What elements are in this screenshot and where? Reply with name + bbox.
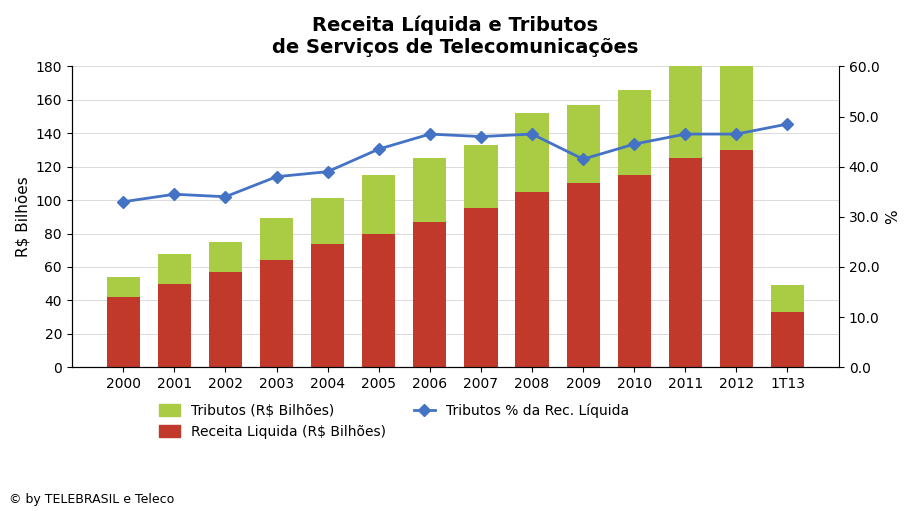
Bar (209, 242, 242, 272)
Bar (414, 158, 447, 222)
Bar (464, 208, 498, 367)
Bar (260, 260, 293, 367)
Tributos % da Rec. Líquida (577, 156, 588, 162)
Tributos % da Rec. Líquida (476, 133, 487, 140)
Y-axis label: %: % (885, 210, 900, 224)
Tributos % da Rec. Líquida (271, 174, 282, 180)
Tributos % da Rec. Líquida (425, 131, 436, 137)
Bar (566, 183, 599, 367)
Bar (362, 234, 395, 367)
Bar (260, 219, 293, 260)
Bar (464, 145, 498, 208)
Title: Receita Líquida e Tributos
de Serviços de Telecomunicações: Receita Líquida e Tributos de Serviços d… (272, 15, 639, 57)
Bar (157, 284, 191, 367)
Bar (618, 90, 651, 175)
Bar (209, 272, 242, 367)
Bar (311, 198, 344, 244)
Y-axis label: R$ Bilhões: R$ Bilhões (15, 176, 30, 257)
Tributos % da Rec. Líquida (680, 131, 691, 137)
Bar (771, 285, 804, 312)
Bar (311, 244, 344, 367)
Bar (107, 297, 140, 367)
Bar (515, 113, 549, 192)
Tributos % da Rec. Líquida (629, 141, 640, 147)
Bar (720, 150, 753, 367)
Tributos % da Rec. Líquida (322, 169, 333, 175)
Bar (720, 66, 753, 150)
Legend: Tributos (R$ Bilhões), Receita Liquida (R$ Bilhões), Tributos % da Rec. Líquida: Tributos (R$ Bilhões), Receita Liquida (… (154, 398, 634, 445)
Bar (157, 253, 191, 284)
Text: © by TELEBRASIL e Teleco: © by TELEBRASIL e Teleco (9, 493, 175, 506)
Tributos % da Rec. Líquida (373, 146, 384, 152)
Tributos % da Rec. Líquida (118, 199, 129, 205)
Bar (669, 66, 702, 158)
Bar (771, 312, 804, 367)
Bar (107, 277, 140, 297)
Tributos % da Rec. Líquida (731, 131, 742, 137)
Bar (566, 105, 599, 183)
Bar (515, 192, 549, 367)
Tributos % da Rec. Líquida (526, 131, 537, 137)
Bar (362, 175, 395, 234)
Tributos % da Rec. Líquida (169, 191, 180, 197)
Tributos % da Rec. Líquida (220, 194, 231, 200)
Bar (618, 175, 651, 367)
Line: Tributos % da Rec. Líquida: Tributos % da Rec. Líquida (119, 120, 791, 206)
Bar (669, 158, 702, 367)
Tributos % da Rec. Líquida (782, 121, 793, 127)
Bar (414, 222, 447, 367)
